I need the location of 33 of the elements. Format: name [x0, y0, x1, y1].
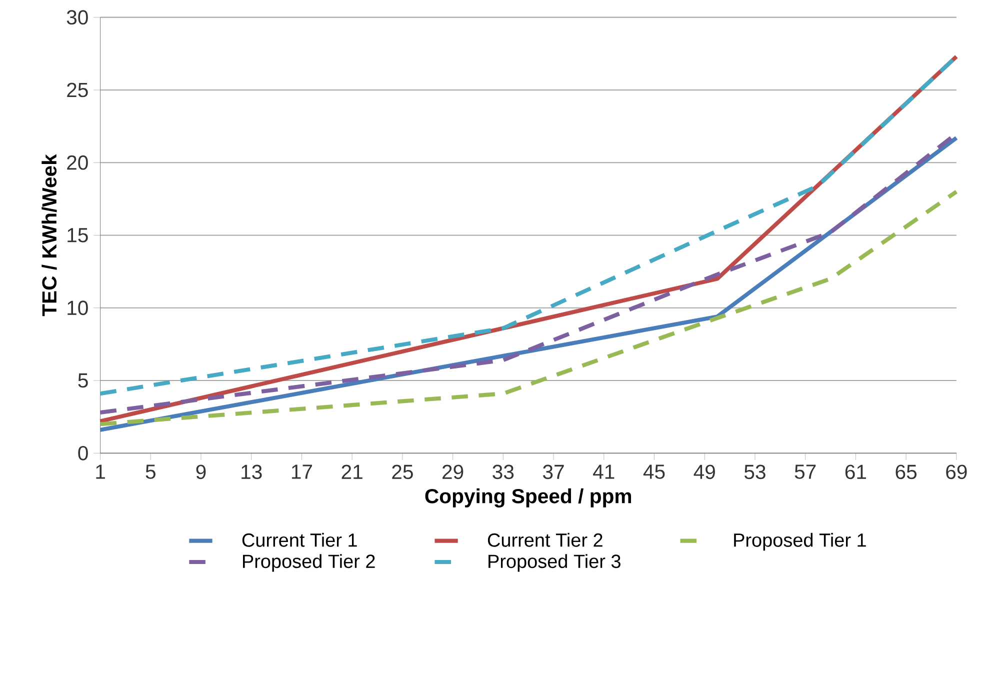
x-tick-label: 41 — [593, 464, 614, 479]
x-tick-label: 33 — [492, 464, 514, 479]
x-tick-label: 37 — [542, 464, 564, 479]
x-tick-label: 45 — [643, 464, 665, 479]
x-tick-label: 29 — [442, 464, 464, 479]
x-tick-label: 9 — [196, 464, 206, 479]
line-series — [98, 190, 958, 426]
x-tick-label: 21 — [342, 464, 362, 479]
x-tick-label: 25 — [392, 464, 413, 479]
x-tick-label: 49 — [694, 464, 715, 479]
y-tick-label: 0 — [78, 446, 88, 460]
legend-label: Proposed Tier 1 — [734, 532, 866, 550]
x-axis-title: Copying Speed / ppm — [425, 488, 632, 508]
y-axis-title: TEC / KWh/Week — [42, 154, 57, 316]
y-tick-label: 30 — [66, 10, 88, 24]
x-tick-label: 13 — [242, 464, 262, 479]
x-tick-label: 69 — [946, 464, 967, 479]
y-tick-label: 25 — [67, 82, 88, 98]
y-tick-label: 10 — [68, 300, 88, 315]
legend-label: Proposed Tier 3 — [488, 554, 620, 572]
x-tick-label: 1 — [96, 464, 105, 479]
legend-label: Proposed Tier 2 — [243, 554, 375, 572]
x-tick-label: 5 — [146, 464, 156, 479]
y-tick-label: 5 — [78, 373, 88, 388]
y-tick-label: 20 — [67, 155, 88, 170]
y-tick-label: 15 — [68, 228, 88, 242]
x-tick-label: 17 — [292, 464, 312, 479]
x-tick-label: 57 — [794, 464, 816, 479]
x-tick-label: 53 — [744, 464, 766, 479]
x-tick-label: 65 — [896, 464, 917, 479]
x-tick-label: 61 — [845, 464, 866, 479]
legend-label: Current Tier 1 — [242, 532, 357, 547]
legend-label: Current Tier 2 — [488, 532, 602, 547]
